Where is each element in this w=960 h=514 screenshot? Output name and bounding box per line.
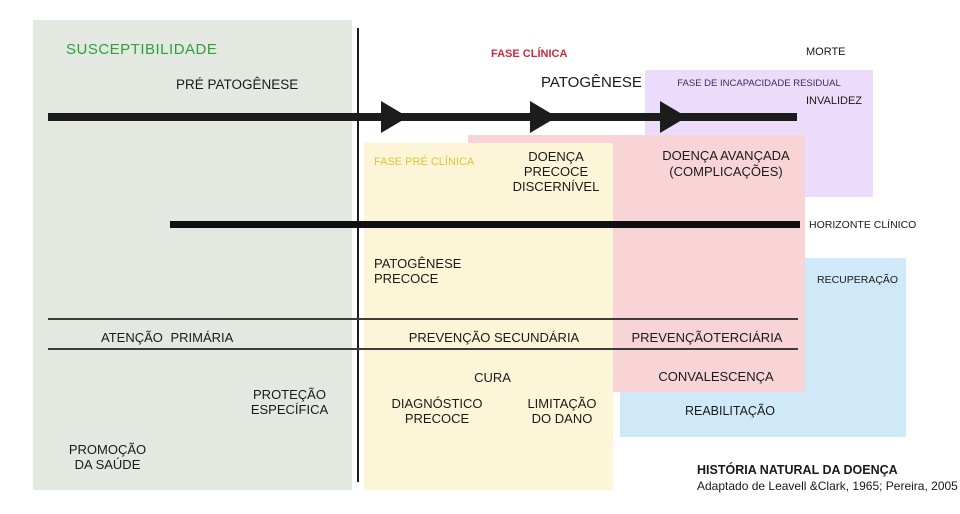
- timeline-arrowhead-icon: [660, 101, 687, 133]
- secondary-prevention-label: PREVENÇÃO SECUNDÁRIA: [408, 330, 580, 345]
- timeline-arrowhead-icon: [530, 101, 557, 133]
- pathogenesis-divider-line: [357, 28, 359, 482]
- preclinical-phase-box: [364, 143, 613, 490]
- disability-label: INVALIDEZ: [806, 95, 863, 107]
- timeline-arrowhead-icon: [381, 101, 408, 133]
- tertiary-prevention-label: PREVENÇÃOTERCIÁRIA: [631, 330, 783, 345]
- residual-incapacity-label: FASE DE INCAPACIDADE RESIDUAL: [677, 78, 841, 89]
- prevention-row-top-line: [48, 318, 798, 320]
- diagram-credit: Adaptado de Leavell &Clark, 1965; Pereir…: [697, 479, 958, 493]
- health-promotion-label: PROMOÇÃO DA SAÚDE: [68, 442, 147, 472]
- clinical-horizon-line: [170, 221, 800, 228]
- recovery-label: RECUPERAÇÃO: [817, 274, 899, 286]
- cure-label: CURA: [474, 370, 511, 385]
- death-label: MORTE: [806, 46, 846, 58]
- early-diagnosis-label: DIAGNÓSTICO PRECOCE: [391, 396, 483, 426]
- clinical-horizon-label: HORIZONTE CLÍNICO: [809, 219, 917, 231]
- timeline-arrow-shaft: [48, 113, 797, 121]
- early-pathogenesis-label: PATOGÊNESE PRECOCE: [374, 256, 462, 286]
- preclinical-phase-label: FASE PRÉ CLÍNICA: [374, 156, 475, 168]
- clinical-phase-label: FASE CLÍNICA: [491, 48, 568, 60]
- primary-care-label: ATENÇÃO PRIMÁRIA: [101, 330, 234, 345]
- specific-protection-label: PROTEÇÃO ESPECÍFICA: [250, 387, 329, 417]
- susceptibility-label: SUSCEPTIBILIDADE: [66, 41, 218, 58]
- prepathogenesis-label: PRÉ PATOGÊNESE: [176, 77, 299, 92]
- convalescence-label: CONVALESCENÇA: [658, 369, 774, 384]
- pathogenesis-label: PATOGÊNESE: [541, 74, 642, 91]
- early-discernible-disease-label: DOENÇA PRECOCE DISCERNÍVEL: [512, 149, 600, 194]
- rehabilitation-label: REABILITAÇÃO: [684, 404, 776, 418]
- diagram-title: HISTÓRIA NATURAL DA DOENÇA: [697, 463, 898, 477]
- prepathogenesis-box: [33, 20, 352, 490]
- damage-limitation-label: LIMITAÇÃO DO DANO: [527, 396, 597, 426]
- advanced-disease-label: DOENÇA AVANÇADA (COMPLICAÇÕES): [662, 148, 790, 179]
- prevention-row-bottom-line: [48, 348, 798, 350]
